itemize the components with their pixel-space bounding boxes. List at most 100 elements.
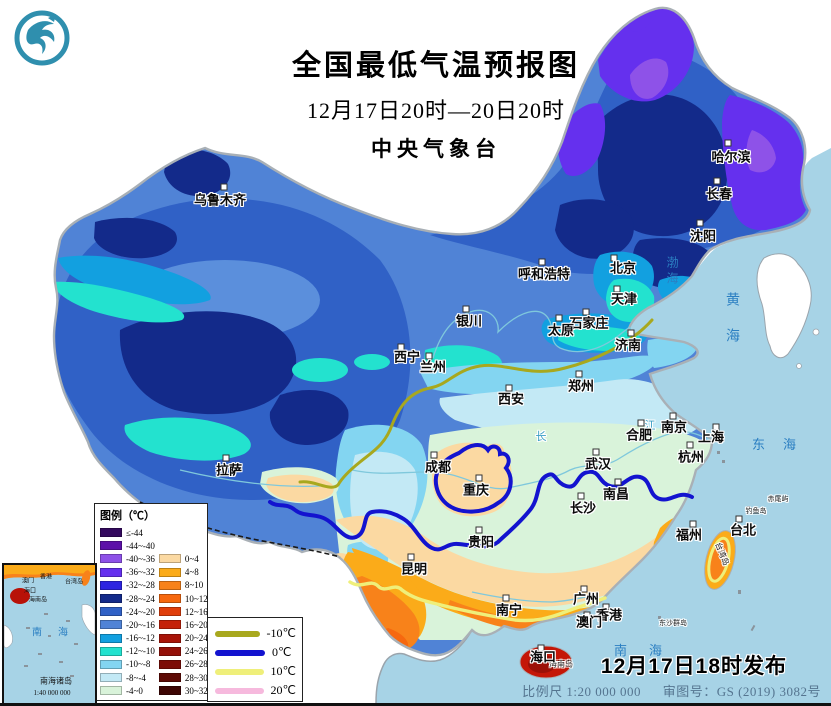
city-marker [425, 352, 433, 360]
city-marker [505, 384, 513, 392]
city-marker [592, 448, 600, 456]
hainan-island [519, 645, 573, 679]
city-marker [462, 305, 470, 313]
sea-label: 东海 [752, 437, 815, 452]
legend-row: 30~32 [158, 684, 208, 697]
legend-swatch [100, 580, 122, 590]
legend-row: -40~-36 [100, 552, 155, 565]
legend-row: 26~28 [158, 658, 208, 671]
city-label: 太原 [547, 322, 575, 338]
city-label: 南京 [660, 419, 688, 435]
legend-swatch [158, 554, 181, 564]
city-marker [712, 423, 720, 431]
city-label: 西安 [497, 391, 525, 407]
legend-label: ≤-44 [126, 527, 143, 538]
legend-row: -44~-40 [100, 539, 155, 552]
city-label: 郑州 [567, 378, 595, 394]
city-marker [637, 419, 645, 427]
legend-label: -16~-12 [126, 633, 155, 644]
legend-swatch [100, 594, 122, 604]
city-label: 重庆 [462, 482, 490, 498]
legend-label: 30~32 [184, 685, 208, 696]
legend-swatch [158, 659, 181, 669]
city-label: 西宁 [393, 349, 421, 365]
inset-label: 海口 [23, 588, 37, 595]
city-label: 天津 [610, 291, 638, 307]
legend-row: -12~-10 [100, 645, 155, 658]
legend-swatch [158, 686, 181, 696]
city-label: 拉萨 [215, 462, 243, 478]
legend-label: 24~26 [184, 646, 208, 657]
city-marker [713, 177, 721, 185]
city-marker [575, 370, 583, 378]
legend-label: 10~12 [184, 593, 208, 604]
legend-row: -28~-24 [100, 592, 155, 605]
city-label: 昆明 [400, 561, 428, 577]
city-marker [580, 585, 588, 593]
city-label: 南宁 [495, 602, 523, 618]
city-label: 台北 [729, 522, 757, 538]
legend-row: 4~8 [158, 566, 208, 579]
inset-label: 南海诸岛 [40, 676, 72, 686]
legend-label: 28~30 [184, 672, 208, 683]
rivers [179, 309, 713, 603]
legend-swatch [158, 567, 181, 577]
river-label: 江 [644, 420, 656, 432]
city-label: 济南 [614, 337, 642, 353]
legend-label: 4~8 [184, 567, 199, 578]
city-marker [724, 139, 732, 147]
city-marker [602, 603, 610, 611]
legend-swatch [100, 528, 122, 538]
map-metadata: 比例尺 1:20 000 000 审图号：GS (2019) 3082号 [522, 681, 821, 700]
legend-label: -32~-28 [126, 580, 155, 591]
city-marker [669, 412, 677, 420]
inset-label: 南 [32, 627, 42, 639]
inset-label: 台湾岛 [64, 579, 84, 586]
city-marker [397, 343, 405, 351]
city-marker [610, 254, 618, 262]
cma-logo-icon [14, 10, 70, 66]
legend-label: 26~28 [184, 659, 208, 670]
issue-time: 12月17日18时发布 [600, 655, 787, 678]
city-label: 上海 [697, 429, 725, 445]
legend-label: -4~0 [126, 685, 143, 696]
legend-swatch [100, 659, 122, 669]
isotherm-line-sample [215, 649, 265, 656]
legend-row: 20~24 [158, 632, 208, 645]
isotherm-legend-row: 0℃ [215, 643, 296, 662]
legend-label: 8~10 [184, 580, 204, 591]
sea-label: 黄海 [724, 292, 739, 364]
city-marker [475, 474, 483, 482]
city-marker [537, 644, 545, 652]
title-block: 全国最低气温预报图 12月17日20时—20日20时 中央气象台 [236, 42, 636, 163]
legend-swatch [158, 633, 181, 643]
isotherm-line-sample [215, 630, 260, 637]
legend-label: 0~4 [184, 553, 199, 564]
legend-swatch [100, 554, 122, 564]
sea-label: 南海 [614, 643, 685, 658]
inset-label: 香港 [39, 574, 53, 581]
legend-swatch [158, 607, 181, 617]
page-title: 全国最低气温预报图 [291, 50, 580, 82]
korea-landmass [756, 253, 812, 359]
map-approval-number: 审图号：GS (2019) 3082号 [662, 684, 821, 699]
city-marker [613, 285, 621, 293]
legend-label: -28~-24 [126, 593, 155, 604]
temperature-legend: 图例（℃） ≤-44 -44~-40 -40~-36 -36~-32 -32~-28 -2… [94, 503, 208, 701]
south-china-sea-inset: 澳门 香港 台湾岛 海口 海南岛南 海南海诸岛 1:40 000 000 [2, 563, 97, 703]
small-islands [658, 451, 774, 632]
city-label: 南昌 [602, 486, 630, 502]
forecast-period: 12月17日20时—20日20时 [306, 98, 565, 123]
agency-name: 中央气象台 [371, 138, 501, 161]
city-label: 石家庄 [569, 315, 609, 331]
legend-row: ≤-44 [100, 526, 155, 539]
city-marker [614, 478, 622, 486]
city-marker [475, 526, 483, 534]
isotherm-plus10 [348, 580, 607, 623]
isotherm-label: 10℃ [270, 664, 296, 678]
legend-swatch [158, 580, 181, 590]
legend-row: -36~-32 [100, 566, 155, 579]
isotherm-legend-row: 10℃ [215, 662, 296, 681]
city-label: 合肥 [625, 427, 653, 443]
legend-swatch [100, 633, 122, 643]
